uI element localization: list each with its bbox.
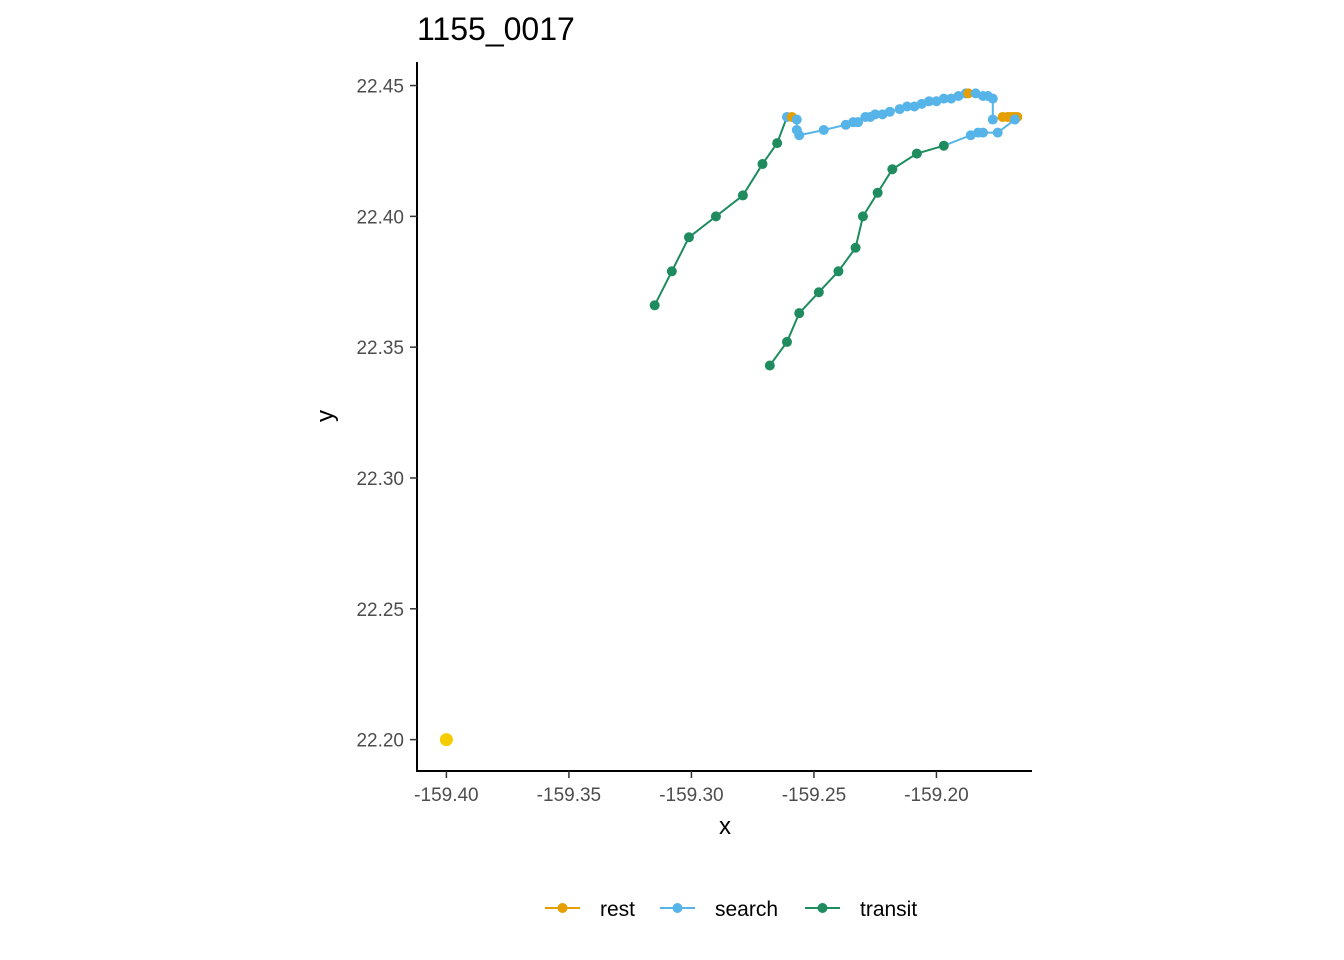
x-ticks: -159.40 -159.35 -159.30 -159.25 -159.20 [414, 771, 969, 806]
x-axis-title: x [719, 813, 731, 840]
track-points [439, 88, 1023, 747]
legend-label: search [715, 898, 778, 921]
track-point-transit [857, 211, 868, 222]
track-point-rest [963, 88, 974, 99]
y-tick-label: 22.25 [356, 600, 404, 621]
y-tick-label: 22.40 [356, 207, 404, 228]
track-segment [785, 312, 801, 343]
track-point-search [938, 93, 949, 104]
track-point-transit [938, 140, 949, 151]
x-tick-label: -159.25 [782, 785, 846, 806]
track-point-transit [757, 159, 768, 170]
track-point-search [902, 101, 913, 112]
track-point-search [1009, 114, 1020, 125]
track-point-search [870, 109, 881, 120]
y-axis-title: y [312, 410, 339, 422]
track-point-transit [772, 138, 783, 149]
track-point-transit [710, 211, 721, 222]
x-tick-label: -159.35 [537, 785, 601, 806]
track-point-transit [737, 190, 748, 201]
legend-key-point [672, 903, 683, 913]
track-segment [687, 215, 717, 239]
legend-key-point [557, 903, 568, 913]
track-point-search [987, 114, 998, 125]
legend-label: transit [860, 898, 917, 921]
track-segment [714, 194, 744, 218]
y-tick-label: 22.35 [356, 338, 404, 359]
track-point-transit [872, 187, 883, 198]
start-point [439, 733, 453, 747]
legend-item-transit: transit [805, 898, 917, 921]
track-point-search [884, 106, 895, 117]
track-segment [854, 215, 864, 249]
track-point-transit [911, 148, 922, 159]
track-point-search [924, 96, 935, 107]
x-tick-label: -159.40 [414, 785, 478, 806]
legend-key-point [817, 903, 828, 913]
track-point-transit [833, 266, 844, 277]
track-segment [741, 163, 764, 197]
track-point-transit [649, 300, 660, 311]
track-segment [653, 270, 673, 307]
legend-item-search: search [660, 898, 778, 921]
track-point-transit [850, 242, 861, 253]
y-tick-label: 22.30 [356, 469, 404, 490]
x-tick-label: -159.30 [659, 785, 723, 806]
legend-label: rest [600, 898, 635, 921]
track-point-transit [764, 360, 775, 371]
y-tick-label: 22.20 [356, 731, 404, 752]
track-point-search [818, 125, 829, 136]
legend-item-rest: rest [545, 898, 635, 921]
track-lines [653, 92, 1019, 367]
track-point-transit [781, 336, 792, 347]
track-point-search [794, 130, 805, 141]
track-point-transit [887, 164, 898, 175]
legend: rest search transit [545, 898, 917, 921]
chart-title: 1155_0017 [417, 11, 575, 47]
x-tick-label: -159.20 [904, 785, 968, 806]
track-point-transit [813, 287, 824, 298]
track-point-search [791, 114, 802, 125]
track-point-transit [683, 232, 694, 243]
track-segment [670, 236, 690, 273]
y-ticks: 22.20 22.25 22.30 22.35 22.40 22.45 [356, 77, 417, 752]
track-point-search [987, 93, 998, 104]
track-point-transit [794, 308, 805, 319]
track-point-search [992, 127, 1003, 138]
track-point-search [853, 117, 864, 128]
track-point-search [965, 130, 976, 141]
axes [416, 62, 1032, 772]
track-point-transit [666, 266, 677, 277]
y-tick-label: 22.45 [356, 77, 404, 98]
